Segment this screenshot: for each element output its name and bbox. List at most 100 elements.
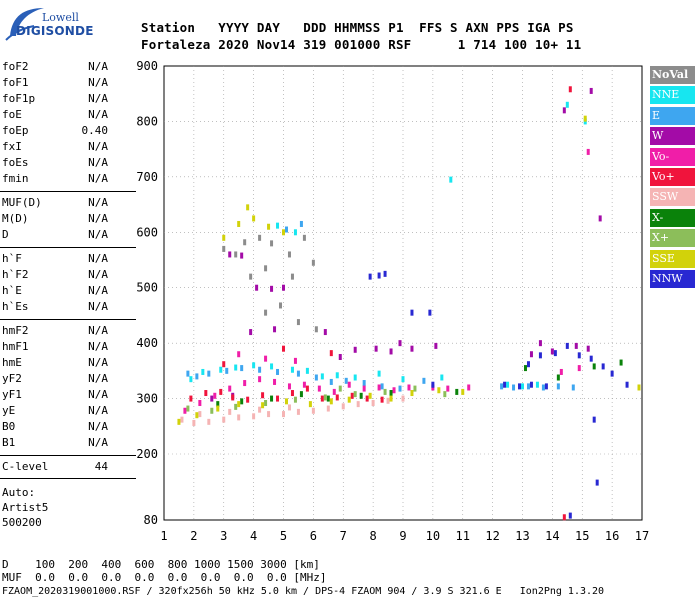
param-row-foe: foE N/A (2, 108, 108, 122)
x-tick-label: 12 (485, 529, 499, 543)
data-point-vo (392, 387, 396, 394)
data-point-vo (446, 385, 450, 392)
param-value: N/A (88, 252, 108, 265)
data-point-w (338, 354, 342, 360)
x-tick-label: 3 (220, 529, 227, 543)
data-point-e (258, 366, 262, 373)
param-value: 0.40 (81, 124, 109, 137)
param-name: M(D) (2, 212, 29, 225)
data-point-vo (261, 392, 265, 399)
data-point-x (216, 401, 220, 408)
data-point-noval (290, 273, 294, 280)
data-point-vo (222, 361, 226, 368)
data-point-nnw (428, 309, 432, 316)
legend-item-e: E (650, 106, 695, 125)
data-point-nnw (368, 273, 372, 280)
data-point-ssw (198, 411, 202, 418)
data-point-noval (287, 251, 291, 258)
data-point-nnw (526, 361, 530, 368)
data-point-vo (362, 385, 366, 392)
data-point-vo (407, 384, 411, 391)
data-point-ssw (267, 411, 271, 418)
data-point-e (225, 367, 229, 374)
data-point-w (273, 326, 277, 333)
param-row-hf2: h`F2 N/A (2, 268, 108, 282)
data-point-ssw (311, 407, 315, 414)
x-tick-label: 14 (545, 529, 559, 543)
data-point-nnw (410, 309, 414, 316)
param-name: h`F2 (2, 268, 29, 281)
data-point-noval (314, 326, 318, 333)
data-point-noval (234, 251, 238, 258)
data-point-vo (350, 392, 354, 399)
data-point-ssw (228, 408, 232, 415)
param-value: N/A (88, 324, 108, 337)
data-point-nnw (538, 352, 542, 359)
y-tick-label: 600 (136, 225, 158, 239)
param-value: N/A (88, 372, 108, 385)
data-point-sse (267, 223, 271, 230)
legend-item-ssw: SSW (650, 188, 695, 207)
data-point-nnw (553, 350, 557, 357)
data-point-nne (506, 381, 510, 388)
param-value: N/A (88, 156, 108, 169)
param-name: D (2, 228, 9, 241)
logo-digisonde-text: DIGISONDE (16, 24, 94, 38)
param-name: foEs (2, 156, 29, 169)
param-name: foEp (2, 124, 29, 137)
data-point-sse (177, 418, 181, 425)
data-point-ssw (180, 416, 184, 423)
x-tick-label: 11 (456, 529, 470, 543)
param-name: hmE (2, 356, 22, 369)
data-point-nne (201, 368, 205, 375)
data-point-noval (264, 265, 268, 272)
data-point-w (562, 107, 566, 114)
param-row-he: h`E N/A (2, 284, 108, 298)
data-point-vo (228, 385, 232, 392)
data-point-w (282, 284, 285, 291)
param-name: MUF(D) (2, 196, 42, 209)
data-point-e (422, 377, 426, 384)
footer-muf-row: MUF 0.0 0.0 0.0 0.0 0.0 0.0 0.0 0.0 [MHz… (2, 571, 327, 584)
param-name: B1 (2, 436, 16, 449)
data-point-x (240, 398, 244, 405)
param-value: N/A (88, 212, 108, 225)
data-point-nnw (592, 416, 596, 423)
param-row-hmf1: hmF1 N/A (2, 340, 108, 354)
data-point-w (410, 345, 414, 352)
y-tick-label: 200 (136, 447, 158, 461)
legend-item-x: X+ (650, 229, 695, 248)
data-point-e (526, 383, 530, 390)
data-point-x (264, 400, 268, 407)
data-point-vo (189, 395, 193, 402)
data-point-ssw (252, 413, 256, 420)
data-point-w (389, 348, 393, 355)
data-point-x (619, 359, 623, 366)
data-point-nnw (589, 355, 593, 362)
param-name: foF2 (2, 60, 29, 73)
param-value: N/A (88, 300, 108, 313)
data-point-nne (335, 372, 339, 379)
data-point-nne (276, 222, 280, 229)
param-row-hes: h`Es N/A (2, 300, 108, 314)
data-point-w (210, 395, 214, 402)
data-point-x (359, 392, 363, 399)
data-point-ssw (282, 411, 285, 418)
data-point-w (574, 342, 578, 349)
data-point-w (538, 340, 542, 347)
footer-distance-row: D 100 200 400 600 800 1000 1500 3000 [km… (2, 558, 320, 571)
param-value: N/A (88, 356, 108, 369)
data-point-sse (347, 396, 351, 403)
param-value: N/A (88, 228, 108, 241)
x-tick-label: 5 (280, 529, 287, 543)
param-name: h`E (2, 284, 22, 297)
param-value: N/A (88, 76, 108, 89)
data-point-nne (377, 370, 381, 377)
data-point-w (398, 340, 402, 347)
data-point-w (240, 252, 244, 259)
data-point-nnw (577, 352, 581, 359)
data-point-nne (290, 366, 294, 373)
data-point-vo (183, 407, 187, 414)
param-value: N/A (88, 436, 108, 449)
param-row-md: M(D) N/A (2, 212, 108, 226)
